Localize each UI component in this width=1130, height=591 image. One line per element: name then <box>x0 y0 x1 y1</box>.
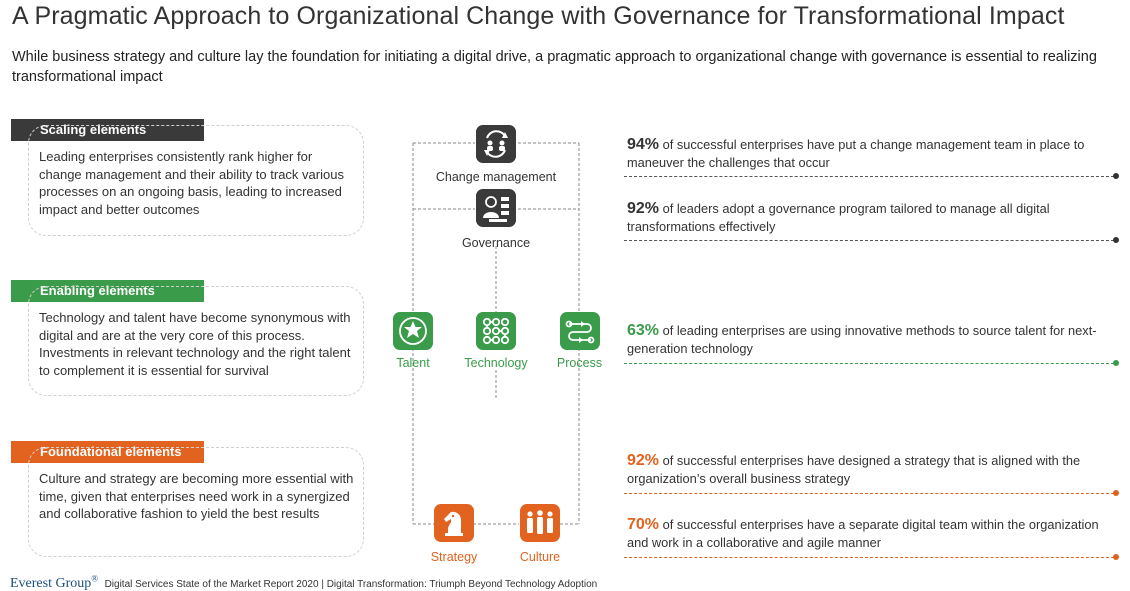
process-flow-icon <box>559 312 600 350</box>
stat-percent: 94% <box>627 136 660 153</box>
stat-text: of leaders adopt a governance program ta… <box>627 201 1050 234</box>
change-management-label: Change management <box>435 170 557 184</box>
stat-divider-dot <box>1113 490 1119 496</box>
governance-label: Governance <box>461 236 531 250</box>
stat-divider-dot <box>1113 173 1119 179</box>
stat-percent: 92% <box>627 452 660 469</box>
enabling-elements-panel: Technology and talent have become synony… <box>28 286 364 396</box>
technology-label: Technology <box>464 356 528 370</box>
stat-text: of successful enterprises have designed … <box>627 453 1081 486</box>
strategy-label: Strategy <box>430 550 478 564</box>
stat-percent: 63% <box>627 322 660 339</box>
node-strategy: Strategy <box>424 503 484 565</box>
foundational-elements-text: Culture and strategy are becoming more e… <box>39 471 354 521</box>
stat-divider <box>624 557 1114 558</box>
stat-governance: 92% of leaders adopt a governance progra… <box>627 200 1107 236</box>
node-governance: Governance <box>450 188 542 251</box>
stat-divider <box>624 240 1114 241</box>
stat-percent: 92% <box>627 200 660 217</box>
everest-group-logo: Everest Group® <box>10 573 99 591</box>
stat-divider-dot <box>1113 360 1119 366</box>
stat-culture: 70% of successful enterprises have a sep… <box>627 516 1107 552</box>
culture-label: Culture <box>519 550 561 564</box>
node-culture: Culture <box>512 503 568 565</box>
people-exchange-icon <box>476 125 516 163</box>
footer-source-text: Digital Services State of the Market Rep… <box>104 578 598 590</box>
stat-divider <box>624 493 1114 494</box>
stat-percent: 70% <box>627 516 660 533</box>
scaling-elements-panel: Leading enterprises consistently rank hi… <box>28 125 364 236</box>
node-change-management: Change management <box>430 124 562 185</box>
process-label: Process <box>556 356 603 370</box>
stat-divider <box>624 363 1114 364</box>
node-technology: Technology <box>456 311 536 371</box>
node-talent: Talent <box>388 311 438 371</box>
enabling-elements-text: Technology and talent have become synony… <box>39 310 351 378</box>
stat-text: of successful enterprises have a separat… <box>627 517 1099 550</box>
stat-divider-dot <box>1113 237 1119 243</box>
network-nodes-icon <box>476 312 516 350</box>
scaling-elements-text: Leading enterprises consistently rank hi… <box>39 149 344 217</box>
stat-text: of successful enterprises have put a cha… <box>627 137 1085 170</box>
stat-strategy: 92% of successful enterprises have desig… <box>627 452 1107 488</box>
foundational-elements-panel: Culture and strategy are becoming more e… <box>28 447 364 557</box>
stat-talent: 63% of leading enterprises are using inn… <box>627 322 1107 358</box>
node-process: Process <box>552 311 607 371</box>
talent-star-icon <box>393 312 433 350</box>
team-group-icon <box>520 504 560 542</box>
page-subtitle: While business strategy and culture lay … <box>12 49 1097 85</box>
stat-text: of leading enterprises are using innovat… <box>627 323 1097 356</box>
stat-divider-dot <box>1113 554 1119 560</box>
chess-knight-icon <box>434 504 474 542</box>
stat-divider <box>624 176 1114 177</box>
governance-icon <box>476 189 516 227</box>
stat-change-management: 94% of successful enterprises have put a… <box>627 136 1107 172</box>
page-title: A Pragmatic Approach to Organizational C… <box>12 2 1065 30</box>
talent-label: Talent <box>396 356 430 370</box>
footer: Everest Group® Digital Services State of… <box>10 573 597 591</box>
